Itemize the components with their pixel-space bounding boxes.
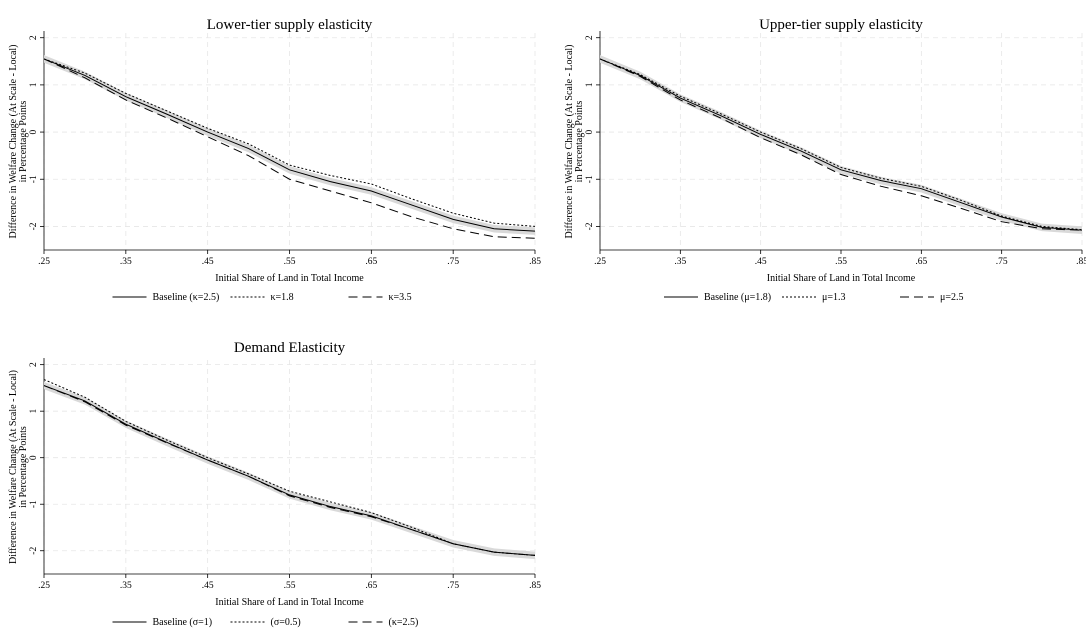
y-axis-label-line1: Difference in Welfare Change (At Scale -… [8,370,19,564]
x-axis-label: Initial Share of Land in Total Income [215,597,364,608]
x-tick-label: .55 [284,257,296,267]
x-tick-label: .75 [447,257,459,267]
legend-label: Baseline (μ=1.8) [704,292,771,303]
y-tick-label: -1 [29,175,39,183]
legend-label: Baseline (κ=2.5) [153,292,220,303]
x-tick-label: .75 [447,581,459,591]
y-tick-label: -2 [29,547,39,555]
series-line-1 [43,58,536,232]
y-axis-label-line2: in Percentage Points [574,101,585,183]
x-tick-label: .45 [755,257,767,267]
y-tick-label: -1 [585,175,595,183]
legend-label: μ=1.3 [822,292,846,303]
y-axis-label-line2: in Percentage Points [18,426,29,508]
series-line-2 [599,58,1083,231]
y-axis-label-line2: in Percentage Points [18,101,29,183]
legend-label: μ=2.5 [940,292,964,303]
y-tick-label: 0 [585,129,595,134]
y-axis-label-line1: Difference in Welfare Change (At Scale -… [8,44,19,238]
x-tick-label: .85 [529,257,541,267]
chart-panel-3: Demand Elasticity .25 .35 .45 .55 .65 .75 .85 -2… [8,340,541,628]
x-tick-label: .75 [996,257,1008,267]
chart-panel-1: Lower-tier supply elasticity .25 .35 .45 .55… [8,17,541,303]
legend: Baseline (κ=2.5) κ=1.8 κ=3.5 [112,292,412,303]
x-axis-label: Initial Share of Land in Total Income [215,273,364,284]
y-tick-label: 0 [29,455,39,460]
series-line-3 [43,58,536,239]
y-axis-label-line1: Difference in Welfare Change (At Scale -… [564,44,575,238]
x-tick-label: .25 [594,257,606,267]
x-tick-label: .35 [674,257,686,267]
legend-label: κ=3.5 [389,292,412,303]
x-tick-label: .65 [915,257,927,267]
x-tick-label: .45 [202,581,214,591]
chart-panel-2: Upper-tier supply elasticity .25 .35 .45 .55… [564,17,1086,303]
series-line-2 [43,379,536,556]
x-tick-label: .35 [120,581,132,591]
x-tick-label: .65 [365,257,377,267]
x-axis-label: Initial Share of Land in Total Income [767,273,916,284]
y-tick-label: 2 [585,35,595,40]
chart-title: Upper-tier supply elasticity [759,17,923,33]
series-line-2 [43,58,536,227]
x-tick-label: .25 [38,257,50,267]
y-tick-label: -2 [585,222,595,230]
legend-label: (σ=0.5) [271,617,301,628]
y-tick-label: 2 [29,35,39,40]
series-line-1 [599,58,1083,231]
series-line-3 [43,385,536,556]
x-tick-label: .85 [529,581,541,591]
x-tick-label: .65 [365,581,377,591]
x-tick-label: .25 [38,581,50,591]
chart-title: Lower-tier supply elasticity [207,17,373,33]
legend-label: (κ=2.5) [389,617,419,628]
chart-title: Demand Elasticity [234,340,346,356]
y-tick-label: 1 [585,82,595,87]
legend: Baseline (μ=1.8) μ=1.3 μ=2.5 [664,292,964,303]
x-tick-label: .45 [202,257,214,267]
legend: Baseline (σ=1) (σ=0.5) (κ=2.5) [112,617,419,628]
y-tick-label: 1 [29,82,39,87]
x-tick-label: .55 [284,581,296,591]
legend-label: κ=1.8 [271,292,294,303]
legend-label: Baseline (σ=1) [153,617,213,628]
x-tick-label: .55 [835,257,847,267]
y-tick-label: -2 [29,222,39,230]
series-line-3 [599,58,1083,231]
y-tick-label: 2 [29,362,39,367]
y-tick-label: 0 [29,129,39,134]
y-tick-label: -1 [29,500,39,508]
y-tick-label: 1 [29,409,39,414]
x-tick-label: .35 [120,257,132,267]
x-tick-label: .85 [1076,257,1086,267]
